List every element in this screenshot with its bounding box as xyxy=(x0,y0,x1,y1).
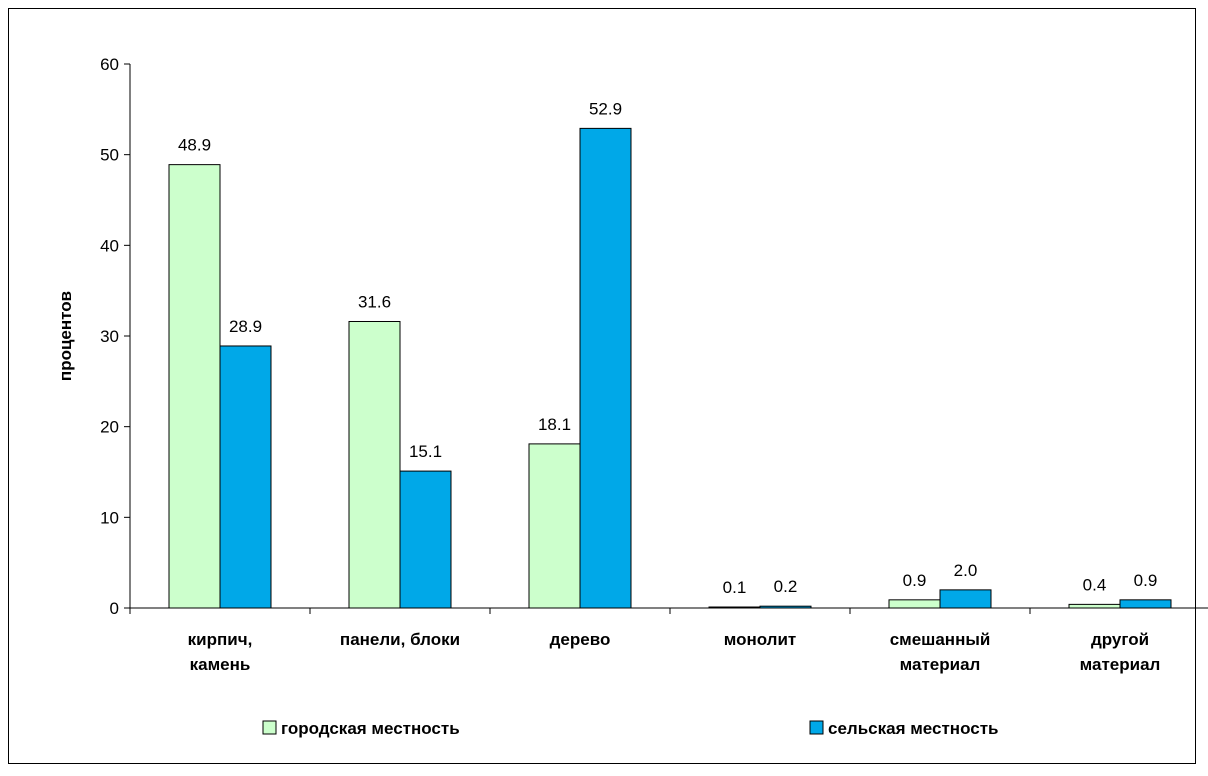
bar-urban xyxy=(888,599,941,609)
y-tick-label: 20 xyxy=(100,418,119,437)
category-label: кирпич, камень xyxy=(188,630,253,674)
bar-urban xyxy=(168,164,221,609)
bar-rural xyxy=(1119,599,1172,609)
data-label: 0.1 xyxy=(723,578,747,597)
bar-rural xyxy=(939,589,992,609)
y-tick-label: 10 xyxy=(100,508,119,527)
legend-swatch-urban xyxy=(262,720,277,735)
bar-urban xyxy=(348,320,401,609)
bar-rural xyxy=(219,345,272,609)
y-tick-label: 30 xyxy=(100,327,119,346)
data-label: 31.6 xyxy=(358,292,391,311)
y-tick-label: 0 xyxy=(110,599,119,618)
y-tick-label: 60 xyxy=(100,55,119,74)
bar-urban xyxy=(528,443,581,609)
chart-frame xyxy=(8,8,1196,764)
category-label: монолит xyxy=(724,630,797,649)
data-label: 0.2 xyxy=(774,577,798,596)
y-tick-label: 40 xyxy=(100,236,119,255)
legend-label-rural: сельская местность xyxy=(828,719,998,738)
data-label: 2.0 xyxy=(954,561,978,580)
data-label: 0.9 xyxy=(1134,571,1158,590)
bar-rural xyxy=(399,470,452,609)
data-label: 28.9 xyxy=(229,317,262,336)
data-label: 0.4 xyxy=(1083,575,1107,594)
bar-urban xyxy=(708,606,761,609)
y-tick-label: 50 xyxy=(100,146,119,165)
category-label: дерево xyxy=(550,630,611,649)
legend-label-urban: городская местность xyxy=(281,719,460,738)
bar-rural xyxy=(759,605,812,609)
data-label: 52.9 xyxy=(589,99,622,118)
data-label: 0.9 xyxy=(903,571,927,590)
data-label: 48.9 xyxy=(178,136,211,155)
data-label: 18.1 xyxy=(538,415,571,434)
legend-swatch-rural xyxy=(809,720,824,735)
bar-rural xyxy=(579,127,632,609)
category-label: панели, блоки xyxy=(340,630,460,649)
category-label: смешанный материал xyxy=(890,630,991,674)
y-axis-label: процентов xyxy=(56,291,75,381)
category-label: другой материал xyxy=(1080,630,1161,674)
bar-urban xyxy=(1068,603,1121,609)
data-label: 15.1 xyxy=(409,442,442,461)
